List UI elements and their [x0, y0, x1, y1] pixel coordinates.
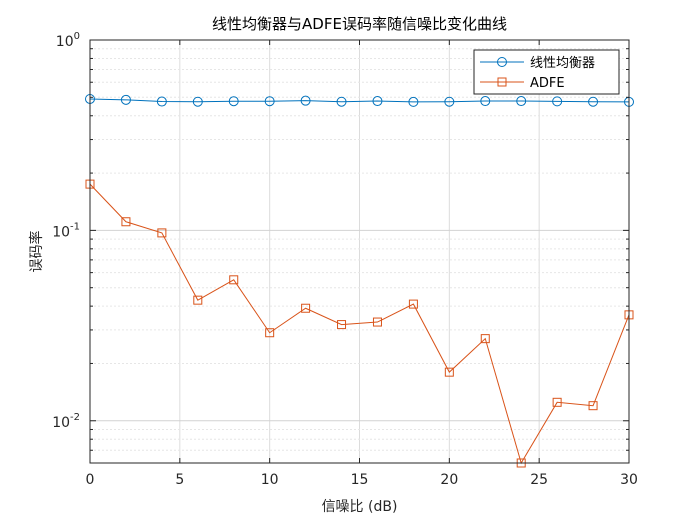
series-line — [89, 98, 630, 103]
x-tick-label: 10 — [261, 472, 279, 488]
data-point — [156, 96, 167, 107]
data-point — [588, 401, 598, 411]
chart-title: 线性均衡器与ADFE误码率随信噪比变化曲线 — [212, 15, 507, 33]
data-point — [480, 334, 490, 344]
x-tick-label: 15 — [351, 472, 369, 488]
data-point — [552, 96, 563, 107]
data-point — [552, 397, 562, 407]
tick-layer: 0 5 10 15 20 25 30 10-2 10-1 100 — [52, 31, 638, 488]
data-point — [121, 217, 131, 227]
x-tick-label: 30 — [620, 472, 638, 488]
legend-marker — [497, 77, 507, 87]
series-layer — [85, 93, 634, 468]
x-tick-label: 20 — [440, 472, 458, 488]
legend-label: ADFE — [530, 76, 565, 91]
y-tick-label: 10-2 — [52, 412, 80, 431]
legend: 线性均衡器 ADFE — [473, 49, 620, 95]
data-point — [408, 299, 418, 309]
y-axis-label: 误码率 — [28, 231, 45, 273]
x-tick-label: 5 — [175, 472, 184, 488]
legend-entry: 线性均衡器 — [480, 56, 595, 71]
x-tick-label: 0 — [86, 472, 95, 488]
data-point — [228, 96, 239, 107]
data-point — [337, 320, 347, 330]
x-tick-label: 25 — [530, 472, 548, 488]
data-point — [444, 96, 455, 107]
series-1 — [85, 93, 634, 107]
data-point — [264, 96, 275, 107]
data-point — [300, 95, 311, 106]
series-line — [89, 183, 630, 465]
x-axis-label: 信噪比 (dB) — [322, 499, 398, 515]
data-point — [336, 96, 347, 107]
legend-entries: 线性均衡器 ADFE — [480, 56, 595, 91]
data-point — [157, 228, 167, 238]
data-point — [588, 96, 599, 107]
legend-box — [473, 49, 620, 95]
data-point — [372, 317, 382, 327]
data-point — [265, 328, 275, 338]
data-point — [372, 96, 383, 107]
data-point — [408, 96, 419, 107]
legend-label: 线性均衡器 — [530, 56, 595, 71]
y-tick-label: 10-1 — [52, 221, 80, 240]
legend-marker — [497, 57, 507, 67]
legend-entry: ADFE — [480, 76, 565, 91]
data-point — [516, 96, 527, 107]
data-point — [301, 303, 311, 313]
data-point — [192, 96, 203, 107]
data-point — [480, 96, 491, 107]
data-point — [229, 275, 239, 285]
data-point — [444, 367, 454, 377]
data-point — [120, 94, 131, 105]
y-tick-label: 100 — [56, 31, 80, 50]
data-point — [193, 295, 203, 305]
